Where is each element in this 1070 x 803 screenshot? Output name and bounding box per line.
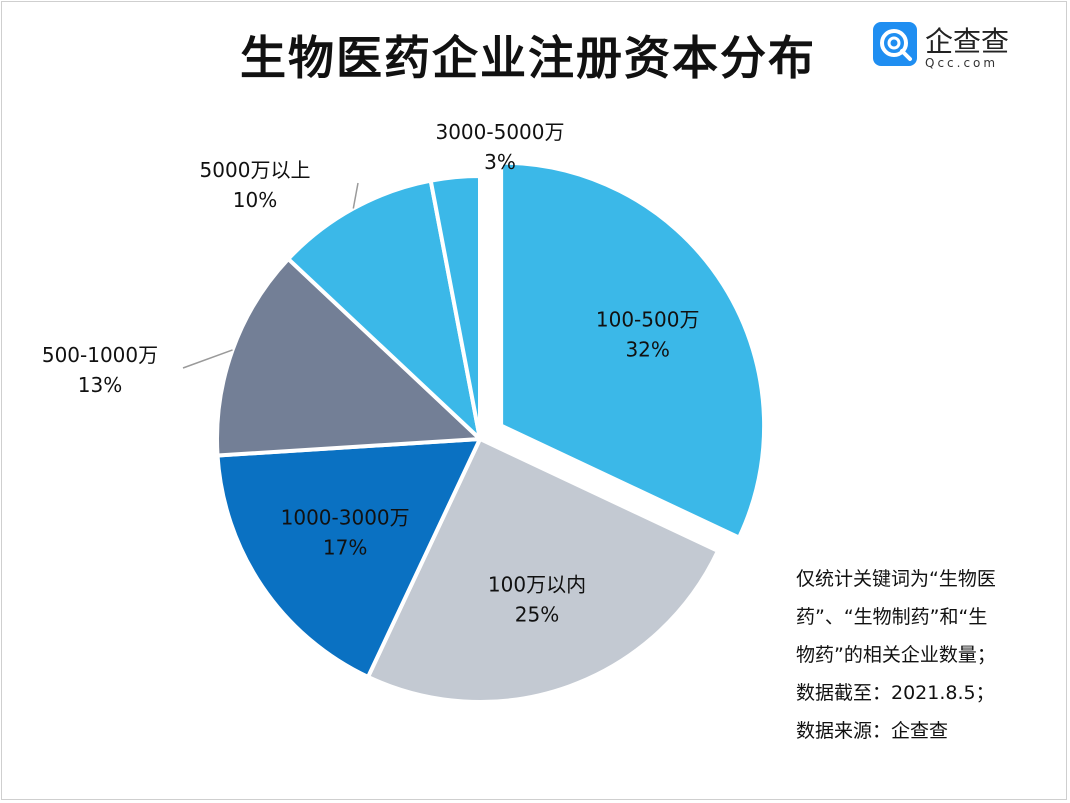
slice-label: 3000-5000万 [435,120,564,144]
slice-percent: 10% [233,188,277,212]
slice-percent: 25% [515,602,559,626]
pie-slice [428,174,482,441]
slice-percent: 13% [78,373,122,397]
slice-label: 100万以内 [488,572,586,596]
slice-percent: 17% [323,536,367,560]
chart-footnote: 仅统计关键词为“生物医 药”、“生物制药”和“生 物药”的相关企业数量； 数据截… [796,560,1041,750]
slice-label: 1000-3000万 [281,506,410,530]
leader-line [182,349,233,369]
footnote-line: 数据截至：2021.8.5； [796,682,995,704]
slice-percent: 3% [484,150,516,174]
qcc-logo-icon [873,22,917,66]
slice-label: 500-1000万 [42,343,158,367]
pie-slice [499,160,767,540]
footnote-line: 仅统计关键词为“生物医 [796,568,996,590]
leader-line [352,182,359,209]
pie-slice [366,437,720,704]
logo-domain: Qcc.com [925,56,999,70]
pie-slice [286,178,482,441]
footnote-line: 数据来源：企查查 [796,720,949,742]
slice-label: 100-500万 [596,308,700,332]
qcc-logo: 企查查 Qcc.com [873,22,1023,78]
chart-title: 生物医药企业注册资本分布 [240,31,816,85]
logo-name: 企查查 [925,25,1010,58]
slice-percent: 32% [625,338,669,362]
footnote-line: 物药”的相关企业数量； [796,644,996,666]
pie-slice [215,437,482,679]
slice-label: 5000万以上 [200,158,311,182]
footnote-line: 药”、“生物制药”和“生 [796,606,988,628]
